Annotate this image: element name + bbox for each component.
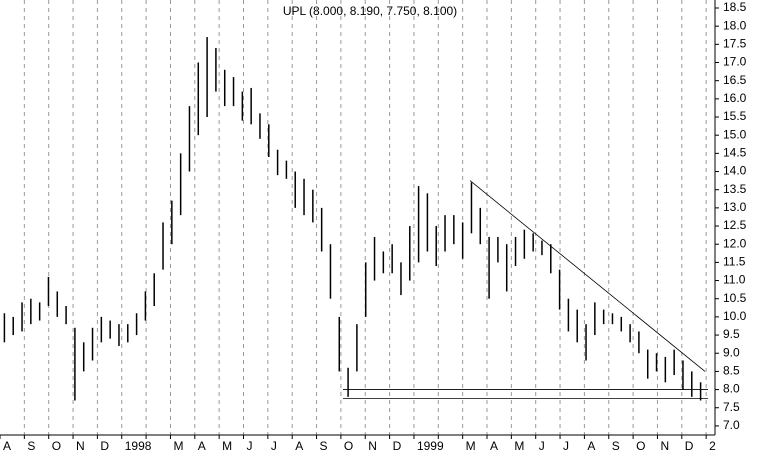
x-tick-label: A <box>587 439 595 453</box>
y-tick-label: 13.0 <box>723 200 747 214</box>
y-tick-label: 18.5 <box>723 0 747 14</box>
x-tick-label: A <box>198 439 206 453</box>
x-tick-label: D <box>685 439 694 453</box>
x-tick-label: A <box>3 439 11 453</box>
y-tick-label: 8.0 <box>723 382 740 396</box>
x-tick-label: 2 <box>709 439 716 453</box>
x-tick-label: D <box>393 439 402 453</box>
resistance-line <box>469 180 706 372</box>
y-tick-label: 15.0 <box>723 127 747 141</box>
y-tick-label: 11.0 <box>723 273 746 287</box>
y-tick-label: 18.0 <box>723 18 747 32</box>
x-tick-label: O <box>52 439 61 453</box>
y-tick-label: 11.5 <box>723 255 746 269</box>
y-tick-label: 7.5 <box>723 400 740 414</box>
x-tick-label: S <box>612 439 620 453</box>
x-tick-label: A <box>490 439 498 453</box>
y-tick-label: 7.0 <box>723 418 740 432</box>
x-tick-label: N <box>660 439 669 453</box>
y-tick-label: 15.5 <box>723 109 747 123</box>
y-tick-label: 14.0 <box>723 164 747 178</box>
y-tick-label: 9.5 <box>723 327 740 341</box>
x-tick-label: J <box>539 439 545 453</box>
x-tick-label: M <box>466 439 476 453</box>
x-tick-label: S <box>27 439 35 453</box>
y-tick-label: 16.0 <box>723 91 747 105</box>
y-tick-label: 8.5 <box>723 364 740 378</box>
y-tick-label: 17.0 <box>723 55 747 69</box>
x-tick-label: 1998 <box>125 439 152 453</box>
y-tick-label: 13.5 <box>723 182 747 196</box>
y-tick-label: 12.0 <box>723 236 747 250</box>
x-tick-label: M <box>514 439 524 453</box>
x-tick-label: 1999 <box>417 439 444 453</box>
x-tick-label: D <box>100 439 109 453</box>
x-tick-label: J <box>563 439 569 453</box>
y-tick-label: 10.5 <box>723 291 747 305</box>
x-tick-label: N <box>368 439 377 453</box>
x-tick-label: M <box>173 439 183 453</box>
x-tick-label: O <box>636 439 645 453</box>
x-tick-label: J <box>247 439 253 453</box>
x-tick-label: A <box>295 439 303 453</box>
x-tick-label: O <box>344 439 353 453</box>
y-tick-label: 17.5 <box>723 37 747 51</box>
y-tick-label: 12.5 <box>723 218 747 232</box>
x-tick-label: N <box>76 439 85 453</box>
x-tick-label: J <box>271 439 277 453</box>
y-tick-label: 16.5 <box>723 73 747 87</box>
chart-title: UPL (8.000, 8.190, 7.750, 8.100) <box>283 4 457 18</box>
y-tick-label: 10.0 <box>723 309 747 323</box>
x-tick-label: M <box>222 439 232 453</box>
x-tick-label: S <box>320 439 328 453</box>
y-tick-label: 14.5 <box>723 146 747 160</box>
y-tick-label: 9.0 <box>723 345 740 359</box>
